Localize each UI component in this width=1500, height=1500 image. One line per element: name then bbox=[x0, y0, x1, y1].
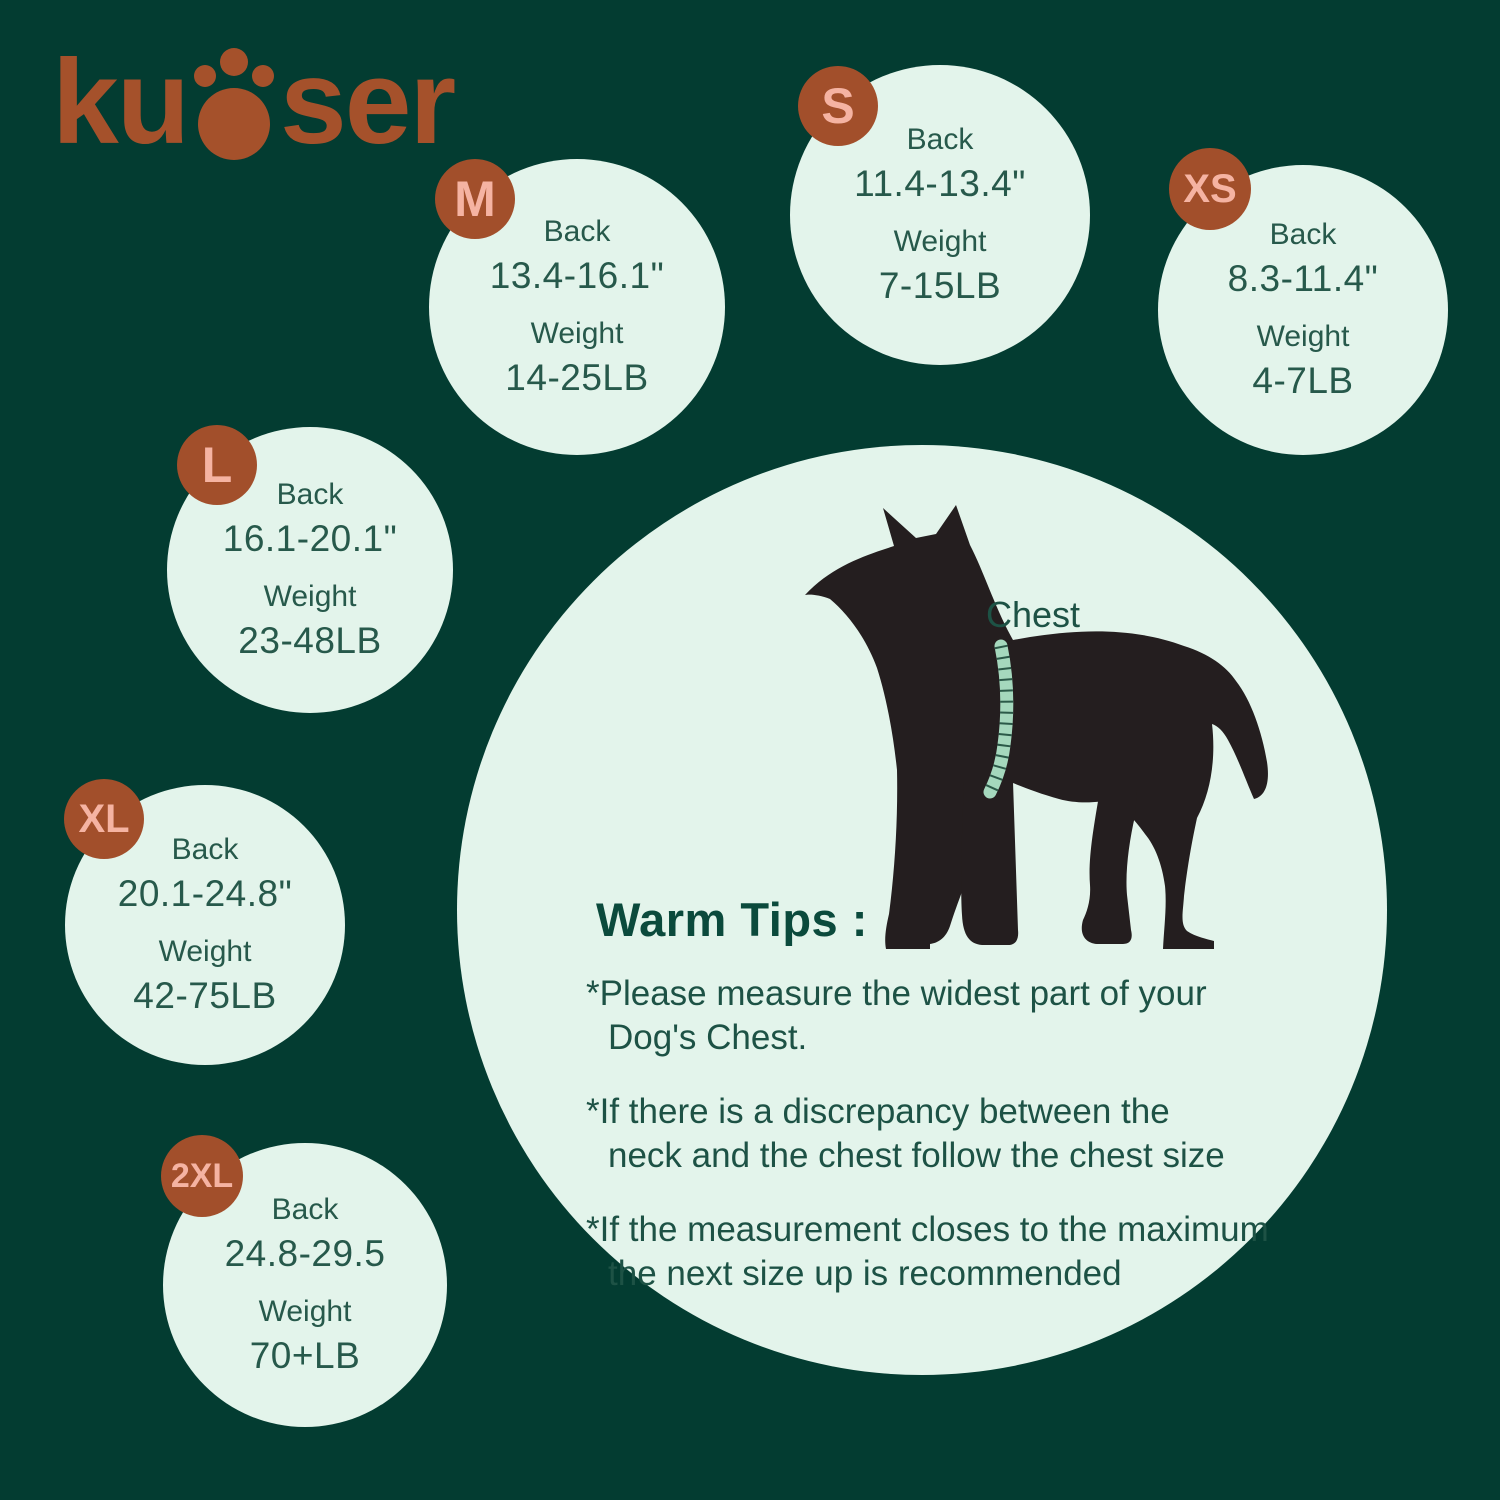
back-label: Back bbox=[171, 833, 239, 866]
weight-label: Weight bbox=[1256, 320, 1350, 353]
tip-line: the next size up is recommended bbox=[608, 1254, 1122, 1293]
tip-line: *Please measure the widest part of your bbox=[586, 974, 1207, 1013]
size-info: Back 13.4-16.1" Weight 14-25LB bbox=[429, 159, 725, 455]
size-info: Back 8.3-11.4" Weight 4-7LB bbox=[1158, 165, 1448, 455]
size-badge-label: L bbox=[201, 437, 233, 493]
back-value: 24.8-29.5 bbox=[224, 1233, 386, 1274]
brand-logo-text-prefix: ku bbox=[52, 35, 190, 169]
warm-tips: *Please measure the widest part of your … bbox=[586, 972, 1269, 1326]
size-circle-2xl: 2XL Back 24.8-29.5 Weight 70+LB bbox=[161, 1135, 447, 1427]
weight-value: 42-75LB bbox=[133, 975, 277, 1016]
back-value: 13.4-16.1" bbox=[489, 255, 665, 296]
weight-label: Weight bbox=[893, 225, 987, 258]
weight-value: 14-25LB bbox=[505, 357, 649, 398]
size-badge-label: 2XL bbox=[170, 1156, 234, 1195]
size-badge-2xl: 2XL bbox=[161, 1135, 243, 1217]
weight-label: Weight bbox=[258, 1295, 352, 1328]
size-badge-l: L bbox=[177, 425, 257, 505]
size-badge-label: M bbox=[454, 171, 496, 227]
back-label: Back bbox=[1269, 218, 1337, 251]
back-label: Back bbox=[906, 123, 974, 156]
weight-value: 23-48LB bbox=[238, 620, 382, 661]
warm-tips-heading: Warm Tips : bbox=[596, 893, 868, 946]
size-circle-l: L Back 16.1-20.1" Weight 23-48LB bbox=[167, 425, 453, 713]
size-badge-xs: XS bbox=[1169, 148, 1251, 230]
chest-label: Chest bbox=[986, 594, 1081, 635]
tip-line: neck and the chest follow the chest size bbox=[608, 1136, 1225, 1175]
size-badge-m: M bbox=[435, 159, 515, 239]
dog-far-rear-leg bbox=[1081, 790, 1137, 944]
weight-label: Weight bbox=[530, 317, 624, 350]
size-badge-s: S bbox=[798, 66, 878, 146]
back-label: Back bbox=[271, 1193, 339, 1226]
tip-line: *If there is a discrepancy between the bbox=[586, 1092, 1170, 1131]
brand-logo: ku ser bbox=[52, 35, 456, 169]
dog-far-front-leg bbox=[961, 782, 1019, 945]
weight-label: Weight bbox=[263, 580, 357, 613]
weight-value: 7-15LB bbox=[878, 265, 1002, 306]
paw-icon bbox=[194, 48, 275, 160]
dog-body bbox=[805, 505, 1268, 949]
size-info: Back 24.8-29.5 Weight 70+LB bbox=[163, 1143, 447, 1427]
back-value: 8.3-11.4" bbox=[1227, 258, 1379, 299]
size-badge-xl: XL bbox=[64, 779, 144, 859]
tip-item: *If the measurement closes to the maximu… bbox=[586, 1208, 1269, 1296]
weight-label: Weight bbox=[158, 935, 252, 968]
size-info: Back 20.1-24.8" Weight 42-75LB bbox=[65, 785, 345, 1065]
size-badge-label: S bbox=[821, 78, 855, 134]
weight-value: 4-7LB bbox=[1252, 360, 1354, 401]
tip-item: *If there is a discrepancy between the n… bbox=[586, 1090, 1269, 1178]
size-circle-m: M Back 13.4-16.1" Weight 14-25LB bbox=[429, 159, 725, 455]
size-circle-s: S Back 11.4-13.4" Weight 7-15LB bbox=[790, 65, 1090, 365]
size-circle-xs: XS Back 8.3-11.4" Weight 4-7LB bbox=[1158, 148, 1448, 455]
back-label: Back bbox=[543, 215, 611, 248]
size-info: Back 11.4-13.4" Weight 7-15LB bbox=[790, 65, 1090, 365]
tip-line: Dog's Chest. bbox=[608, 1018, 808, 1057]
tip-line: *If the measurement closes to the maximu… bbox=[586, 1210, 1269, 1249]
size-circle-xl: XL Back 20.1-24.8" Weight 42-75LB bbox=[64, 779, 345, 1065]
size-badge-label: XL bbox=[78, 796, 130, 841]
back-label: Back bbox=[276, 478, 344, 511]
size-badge-label: XS bbox=[1183, 166, 1237, 211]
size-info: Back 16.1-20.1" Weight 23-48LB bbox=[167, 427, 453, 713]
back-value: 11.4-13.4" bbox=[854, 163, 1026, 204]
brand-logo-text-suffix: ser bbox=[280, 35, 456, 169]
tip-item: *Please measure the widest part of your … bbox=[586, 972, 1269, 1060]
back-value: 16.1-20.1" bbox=[222, 518, 398, 559]
weight-value: 70+LB bbox=[249, 1335, 361, 1376]
dog-silhouette bbox=[805, 505, 1268, 949]
back-value: 20.1-24.8" bbox=[117, 873, 293, 914]
tape-ticks bbox=[984, 644, 1014, 795]
